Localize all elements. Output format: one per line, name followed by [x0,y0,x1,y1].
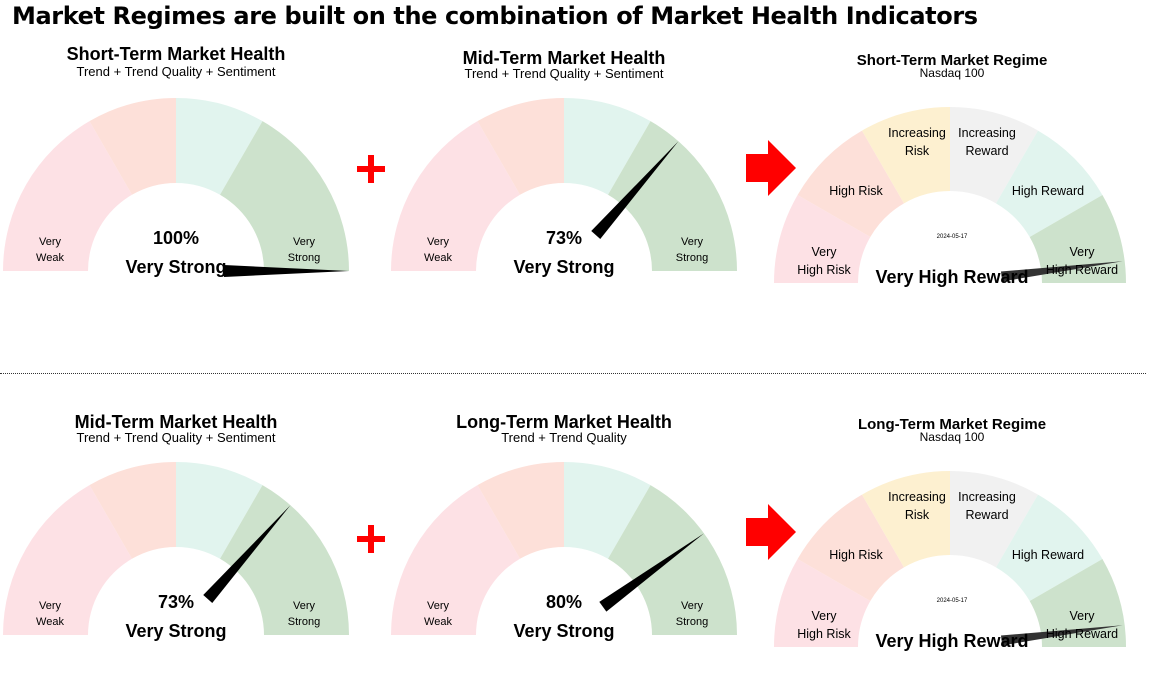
gauge-segment-weak [89,98,176,195]
regime-segment-very-high-reward [1029,195,1126,283]
gauge-segment-very-weak [3,121,132,271]
regime-segment-increasing-reward [950,107,1038,204]
zone-label-very-weak: Very Weak [424,600,452,628]
gauge-segment-very-strong [220,485,349,635]
zone-label-very-strong: Very Strong [676,236,708,264]
regime-status-label: Very High Reward [875,631,1028,651]
health-gauge: Very Weak Very Strong 73% Very Strong [391,98,737,277]
gauge-status-label: Very Strong [513,257,614,277]
gauge-segment-very-strong [608,121,737,271]
zone-label-increasing-reward: Increasing Reward [958,126,1016,158]
gauge-segment-strong [176,98,263,195]
gauge-segment-strong [564,98,651,195]
regime-gauge-title: Short-Term Market Regime [856,52,1048,69]
zone-label-very-weak: Very Weak [424,236,452,264]
gauge-status-label: Very Strong [125,257,226,277]
regime-segment-very-high-risk [774,195,871,283]
zone-label-very-high-risk: Very High Risk [797,245,851,277]
regime-segment-increasing-risk [862,107,950,204]
regime-segment-high-reward [996,494,1103,601]
zone-label-very-strong: Very Strong [288,600,320,628]
zone-label-very-strong: Very Strong [676,600,708,628]
regime-gauge-subtitle: Nasdaq 100 [919,66,985,80]
zone-label-very-weak: Very Weak [36,600,64,628]
zone-label-very-strong: Very Strong [288,236,320,264]
gauge-segment-weak [477,98,564,195]
regime-gauge: Very High Risk High Risk Increasing Risk Incr… [774,107,1126,287]
regime-status-label: Very High Reward [875,267,1028,287]
regime-segment-high-risk [797,130,904,237]
zone-label-high-risk: High Risk [829,548,883,562]
zone-label-high-reward: High Reward [1012,184,1084,198]
regime-segment-very-high-risk [774,559,871,647]
gauge-value-label: 80% [546,592,582,612]
regime-gauge: Very High Risk High Risk Increasing Risk Incr… [774,471,1126,651]
gauge-needle [224,265,349,277]
gauge-value-label: 100% [153,228,199,248]
zone-label-high-reward: High Reward [1012,548,1084,562]
health-gauge: Very Weak Very Strong 73% Very Strong [3,462,349,641]
regime-segment-increasing-reward [950,471,1038,568]
gauge-segment-very-strong [608,485,737,635]
gauge-segment-very-weak [391,485,520,635]
gauge-segment-strong [176,462,263,559]
health-gauge-title: Short-Term Market Health [66,44,286,64]
health-gauge-title: Long-Term Market Health [456,412,672,432]
regime-segment-high-reward [996,130,1103,237]
gauge-value-label: 73% [158,592,194,612]
regime-date-label: 2024-05-17 [937,234,968,240]
gauge-segment-weak [477,462,564,559]
gauge-needle [599,533,704,612]
health-gauge-subtitle: Trend + Trend Quality + Sentiment [76,64,276,79]
gauge-segment-very-strong [220,121,349,271]
gauge-status-label: Very Strong [125,621,226,641]
health-gauge-title: Mid-Term Market Health [462,48,666,68]
health-gauge-subtitle: Trend + Trend Quality [501,430,627,445]
gauge-segment-very-weak [391,121,520,271]
zone-label-increasing-reward: Increasing Reward [958,490,1016,522]
zone-label-very-high-reward: Very High Reward [1046,245,1118,277]
right-arrow-icon [746,140,796,196]
gauge-segment-very-weak [3,485,132,635]
regime-segment-very-high-reward [1029,559,1126,647]
health-gauge: Very Weak Very Strong 100% Very Strong [3,98,349,277]
gauge-segment-strong [564,462,651,559]
plus-icon [357,525,385,553]
plus-icon [357,155,385,183]
gauge-needle [1000,261,1123,282]
health-gauge-title: Mid-Term Market Health [74,412,278,432]
zone-label-very-high-risk: Very High Risk [797,609,851,641]
zone-label-increasing-risk: Increasing Risk [888,490,946,522]
zone-label-high-risk: High Risk [829,184,883,198]
zone-label-very-high-reward: Very High Reward [1046,609,1118,641]
regime-segment-high-risk [797,494,904,601]
regime-date-label: 2024-05-17 [937,598,968,604]
gauge-value-label: 73% [546,228,582,248]
zone-label-increasing-risk: Increasing Risk [888,126,946,158]
regime-gauge-title: Long-Term Market Regime [857,416,1047,433]
health-gauge-subtitle: Trend + Trend Quality + Sentiment [76,430,276,445]
page-title: Market Regimes are built on the combinat… [12,2,978,30]
regime-segment-increasing-risk [862,471,950,568]
right-arrow-icon [746,504,796,560]
row-divider [0,373,1146,374]
regime-gauge-subtitle: Nasdaq 100 [919,430,985,444]
health-gauge-subtitle: Trend + Trend Quality + Sentiment [464,66,664,81]
gauge-needle [1000,625,1123,646]
gauge-needle [203,505,291,603]
gauge-segment-weak [89,462,176,559]
gauge-status-label: Very Strong [513,621,614,641]
zone-label-very-weak: Very Weak [36,236,64,264]
gauge-needle [591,141,679,239]
health-gauge: Very Weak Very Strong 80% Very Strong [391,462,737,641]
